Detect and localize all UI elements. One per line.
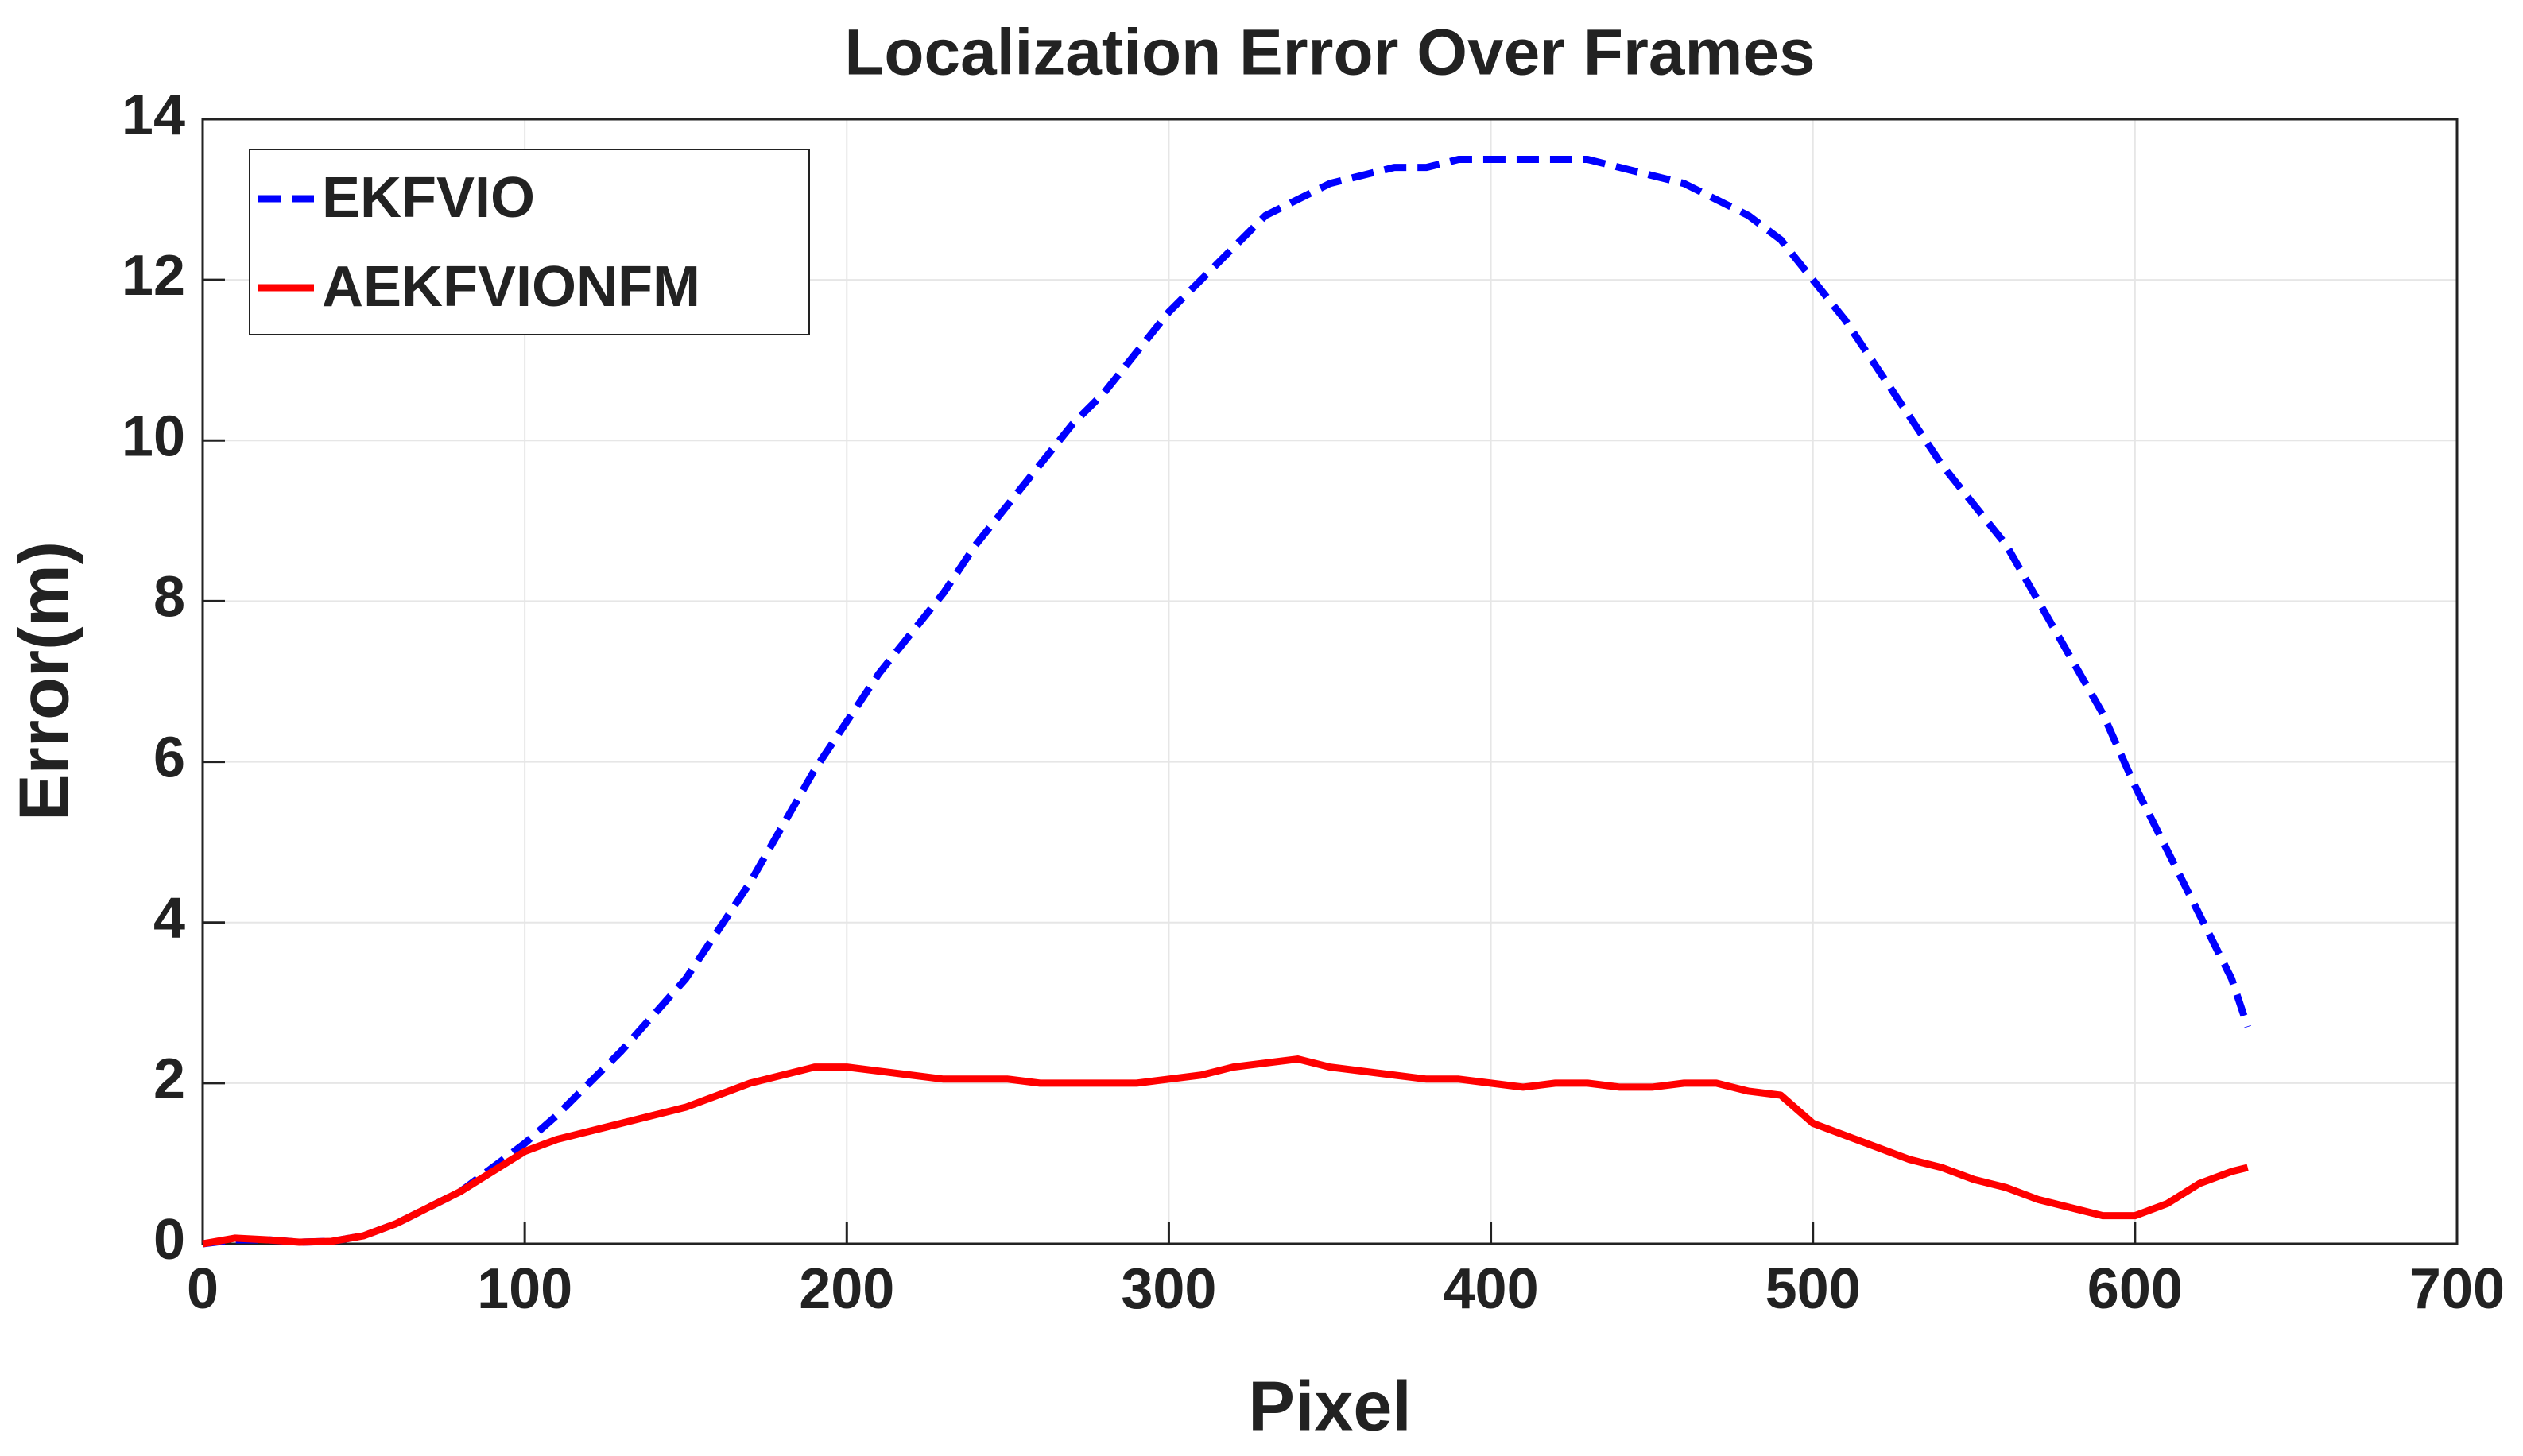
plot-frame: [201, 118, 2459, 1245]
x-tick-label: 0: [187, 1257, 219, 1321]
x-tick-label: 300: [1121, 1257, 1216, 1321]
x-tick-label: 600: [2087, 1257, 2183, 1321]
y-tick-label: 12: [122, 244, 185, 308]
x-tick-label: 500: [1765, 1257, 1861, 1321]
y-tick-label: 8: [153, 565, 185, 629]
y-tick-label: 6: [153, 726, 185, 790]
series-line: [202, 156, 2251, 1248]
legend-box: [249, 149, 810, 335]
legend-label: AEKFVIONFM: [322, 255, 700, 319]
x-tick-label: 200: [799, 1257, 894, 1321]
y-tick-label: 10: [122, 405, 185, 468]
x-axis-label: Pixel: [1248, 1366, 1411, 1445]
y-axis-label: Error(m): [4, 541, 83, 821]
legend-label: EKFVIO: [322, 166, 535, 230]
x-tick-label: 100: [477, 1257, 572, 1321]
y-tick-label: 2: [153, 1047, 185, 1111]
y-tick-label: 4: [153, 887, 185, 951]
series-line: [202, 1055, 2249, 1248]
x-tick-label: 700: [2409, 1257, 2505, 1321]
x-tick-label: 400: [1444, 1257, 1539, 1321]
y-tick-label: 14: [122, 83, 185, 147]
y-tick-label: 0: [153, 1208, 185, 1272]
chart-title: Localization Error Over Frames: [844, 17, 1815, 89]
